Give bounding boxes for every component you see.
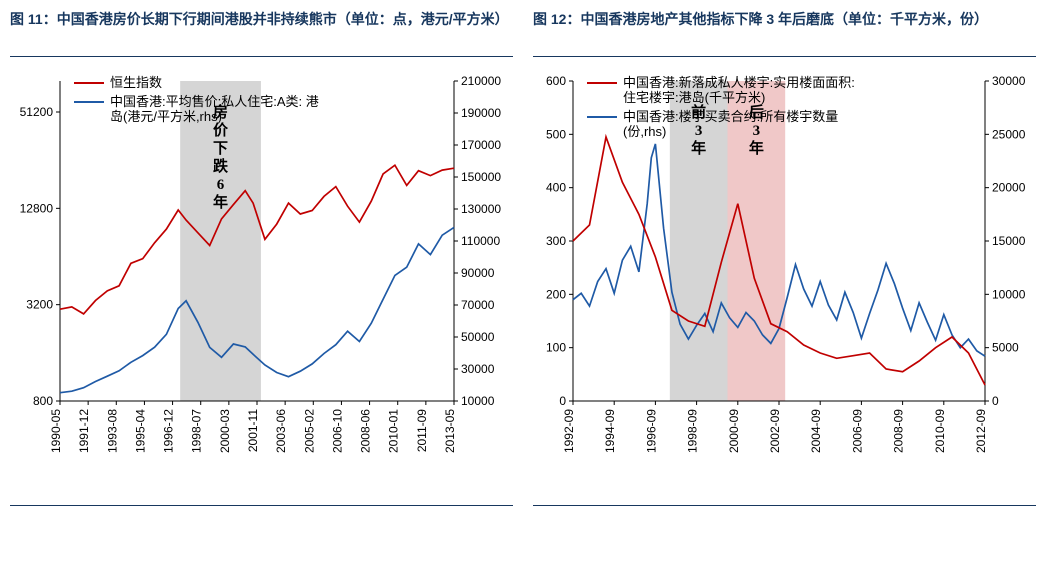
svg-text:1990-05: 1990-05 [49, 409, 63, 453]
svg-text:400: 400 [546, 181, 566, 195]
svg-text:2003-06: 2003-06 [274, 409, 288, 453]
svg-text:150000: 150000 [461, 170, 501, 184]
svg-text:跌: 跌 [213, 158, 229, 175]
svg-text:2010-09: 2010-09 [933, 409, 947, 453]
chart-12-panel: 图 12：中国香港房地产其他指标下降 3 年后磨底（单位：千平方米，份） 0 10… [533, 10, 1036, 512]
svg-text:3: 3 [695, 123, 703, 139]
svg-text:500: 500 [546, 127, 566, 141]
svg-text:恒生指数: 恒生指数 [110, 75, 162, 90]
chart-12-area: 0 100 200 300 400 500 600 0 5000 10000 15000 20000 2… [533, 75, 1036, 495]
svg-text:15000: 15000 [992, 234, 1026, 248]
svg-text:800: 800 [33, 394, 53, 408]
svg-text:6: 6 [217, 177, 225, 193]
svg-text:30000: 30000 [461, 362, 495, 376]
chart-12-title-text: 图 12：中国香港房地产其他指标下降 3 年后磨底（单位：千平方米，份） [533, 11, 988, 27]
chart-12-svg: 0 100 200 300 400 500 600 0 5000 10000 15000 20000 2… [533, 75, 1033, 495]
svg-text:中国香港:楼宇买卖合约:所有楼宇数量: 中国香港:楼宇买卖合约:所有楼宇数量 [623, 109, 838, 124]
chart-11-area: 800 3200 12800 51200 10000 30000 50000 70000 900… [10, 75, 513, 495]
svg-text:100: 100 [546, 341, 566, 355]
svg-text:年: 年 [213, 193, 228, 211]
svg-text:170000: 170000 [461, 138, 501, 152]
svg-text:2006-10: 2006-10 [330, 409, 344, 453]
svg-text:0: 0 [992, 394, 999, 408]
svg-text:0: 0 [559, 394, 566, 408]
svg-text:1998-07: 1998-07 [190, 409, 204, 453]
svg-text:210000: 210000 [461, 75, 501, 88]
svg-text:2012-09: 2012-09 [974, 409, 988, 453]
svg-text:600: 600 [546, 75, 566, 88]
svg-text:20000: 20000 [992, 181, 1026, 195]
svg-text:1994-09: 1994-09 [603, 409, 617, 453]
svg-text:下: 下 [213, 140, 228, 157]
chart-11-bottom-rule [10, 505, 513, 512]
svg-text:价: 价 [213, 122, 229, 139]
svg-text:(份,rhs): (份,rhs) [623, 124, 666, 139]
svg-text:2002-09: 2002-09 [768, 409, 782, 453]
svg-text:2006-09: 2006-09 [850, 409, 864, 453]
svg-text:70000: 70000 [461, 298, 495, 312]
svg-text:2011-09: 2011-09 [415, 409, 429, 452]
svg-text:2010-01: 2010-01 [387, 409, 401, 453]
svg-text:1996-12: 1996-12 [162, 409, 176, 453]
chart-11-title-text: 图 11：中国香港房价长期下行期间港股并非持续熊市（单位：点，港元/平方米） [10, 11, 509, 27]
svg-text:51200: 51200 [20, 105, 54, 119]
svg-text:12800: 12800 [20, 201, 54, 215]
svg-text:2000-09: 2000-09 [727, 409, 741, 453]
svg-text:5000: 5000 [992, 341, 1019, 355]
svg-text:1996-09: 1996-09 [644, 409, 658, 453]
chart-11-svg: 800 3200 12800 51200 10000 30000 50000 70000 900… [10, 75, 510, 495]
svg-text:300: 300 [546, 234, 566, 248]
svg-text:1993-08: 1993-08 [105, 409, 119, 453]
chart-12-bottom-rule [533, 505, 1036, 512]
svg-text:2004-09: 2004-09 [809, 409, 823, 453]
svg-text:3: 3 [753, 123, 761, 139]
svg-text:90000: 90000 [461, 266, 495, 280]
svg-text:25000: 25000 [992, 127, 1026, 141]
chart-12-title: 图 12：中国香港房地产其他指标下降 3 年后磨底（单位：千平方米，份） [533, 10, 1036, 57]
chart-11-panel: 图 11：中国香港房价长期下行期间港股并非持续熊市（单位：点，港元/平方米） 8… [10, 10, 513, 512]
svg-text:130000: 130000 [461, 202, 501, 216]
svg-text:岛(港元/平方米,rhs): 岛(港元/平方米,rhs) [110, 109, 222, 124]
svg-text:2001-11: 2001-11 [246, 409, 260, 452]
svg-text:190000: 190000 [461, 106, 501, 120]
svg-text:1998-09: 1998-09 [686, 409, 700, 453]
svg-text:住宅楼宇:港岛(千平方米): 住宅楼宇:港岛(千平方米) [623, 90, 765, 105]
svg-text:2008-06: 2008-06 [359, 409, 373, 453]
svg-text:2005-02: 2005-02 [302, 409, 316, 453]
svg-text:年: 年 [749, 139, 764, 157]
svg-text:110000: 110000 [461, 234, 500, 248]
svg-text:2008-09: 2008-09 [892, 409, 906, 453]
chart-11-title: 图 11：中国香港房价长期下行期间港股并非持续熊市（单位：点，港元/平方米） [10, 10, 513, 57]
svg-text:中国香港:平均售价:私人住宅:A类: 港: 中国香港:平均售价:私人住宅:A类: 港 [110, 94, 319, 109]
svg-text:年: 年 [691, 139, 706, 157]
svg-text:2000-03: 2000-03 [218, 409, 232, 453]
svg-text:200: 200 [546, 287, 566, 301]
svg-text:2013-05: 2013-05 [443, 409, 457, 453]
svg-text:3200: 3200 [26, 298, 53, 312]
svg-text:10000: 10000 [461, 394, 495, 408]
svg-text:1992-09: 1992-09 [562, 409, 576, 453]
svg-text:中国香港:新落成私人楼宇:实用楼面面积:: 中国香港:新落成私人楼宇:实用楼面面积: [623, 75, 855, 90]
svg-text:10000: 10000 [992, 287, 1026, 301]
svg-text:30000: 30000 [992, 75, 1026, 88]
svg-text:50000: 50000 [461, 330, 495, 344]
svg-text:1991-12: 1991-12 [77, 409, 91, 453]
svg-text:1995-04: 1995-04 [133, 409, 147, 453]
